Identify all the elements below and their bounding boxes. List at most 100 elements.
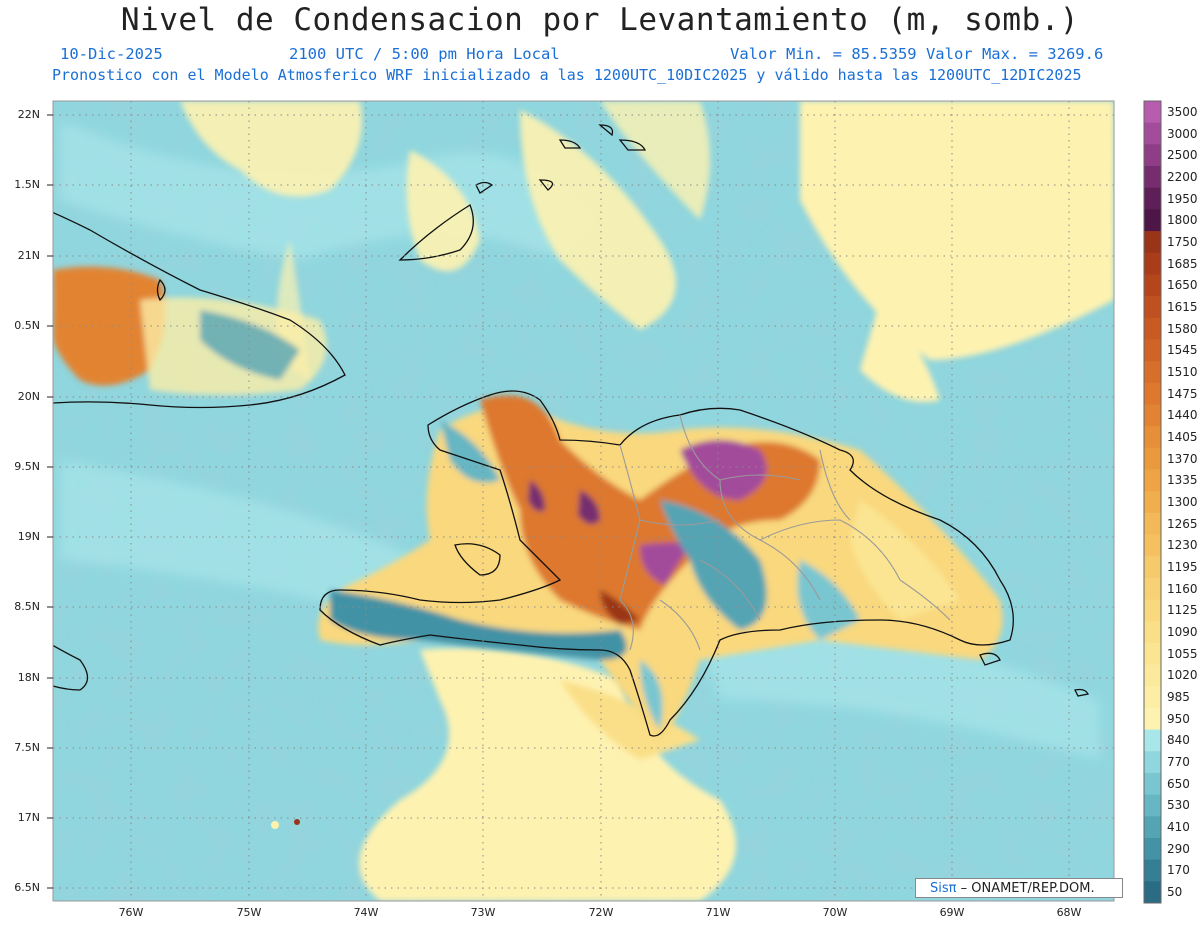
colorbar-label: 1370 bbox=[1167, 451, 1198, 466]
colorbar-swatch bbox=[1144, 751, 1161, 774]
colorbar-swatch bbox=[1144, 686, 1161, 709]
colorbar-label: 410 bbox=[1167, 820, 1190, 835]
colorbar-swatch bbox=[1144, 101, 1161, 124]
colorbar-swatch bbox=[1144, 664, 1161, 687]
colorbar-label: 1335 bbox=[1167, 473, 1198, 488]
colorbar-swatch bbox=[1144, 447, 1161, 470]
colorbar-label: 3500 bbox=[1167, 104, 1198, 119]
colorbar-label: 1475 bbox=[1167, 386, 1198, 401]
lat-label: 17N bbox=[17, 811, 40, 824]
lat-label: 9.5N bbox=[14, 460, 40, 473]
lat-label: 21N bbox=[17, 249, 40, 262]
graticule bbox=[53, 101, 1114, 901]
colorbar-label: 1580 bbox=[1167, 321, 1198, 336]
lon-label: 75W bbox=[236, 906, 262, 919]
colorbar-swatch bbox=[1144, 382, 1161, 405]
colorbar-label: 950 bbox=[1167, 711, 1190, 726]
colorbar-swatch bbox=[1144, 339, 1161, 362]
colorbar-swatch bbox=[1144, 209, 1161, 232]
colorbar-label: 1160 bbox=[1167, 581, 1198, 596]
colorbar-label: 3000 bbox=[1167, 126, 1198, 141]
colorbar-swatch bbox=[1144, 166, 1161, 189]
colorbar-swatch bbox=[1144, 187, 1161, 210]
colorbar-swatch bbox=[1144, 231, 1161, 254]
colorbar-swatch bbox=[1144, 144, 1161, 167]
colorbar-swatch bbox=[1144, 816, 1161, 839]
colorbar-label: 770 bbox=[1167, 755, 1190, 770]
axis-ticks bbox=[47, 114, 53, 889]
lat-label: 1.5N bbox=[14, 178, 40, 191]
colorbar-label: 1440 bbox=[1167, 408, 1198, 423]
lon-label: 74W bbox=[353, 906, 379, 919]
lon-label: 73W bbox=[470, 906, 496, 919]
colorbar-label: 1405 bbox=[1167, 429, 1198, 444]
province-borders bbox=[619, 414, 951, 651]
lat-label: 0.5N bbox=[14, 319, 40, 332]
colorbar-label: 1685 bbox=[1167, 256, 1198, 271]
hispaniola-coast bbox=[319, 390, 1014, 737]
colorbar-label: 1650 bbox=[1167, 278, 1198, 293]
lat-label: 8.5N bbox=[14, 600, 40, 613]
coastlines bbox=[53, 124, 1089, 737]
lat-label: 22N bbox=[17, 108, 40, 121]
colorbar-frame bbox=[1143, 100, 1162, 904]
colorbar-label: 530 bbox=[1167, 798, 1190, 813]
colorbar-swatch bbox=[1144, 404, 1161, 427]
colorbar-label: 1510 bbox=[1167, 364, 1198, 379]
lon-label: 70W bbox=[822, 906, 848, 919]
cuba-coast bbox=[53, 211, 346, 409]
colorbar-label: 1230 bbox=[1167, 538, 1198, 553]
colorbar-label: 290 bbox=[1167, 841, 1190, 856]
colorbar-label: 985 bbox=[1167, 690, 1190, 705]
colorbar-swatch bbox=[1144, 621, 1161, 644]
map-field bbox=[53, 101, 1114, 901]
colorbar-label: 1055 bbox=[1167, 646, 1198, 661]
colorbar-swatch bbox=[1144, 491, 1161, 514]
colorbar-swatch bbox=[1144, 881, 1161, 904]
cuba-key bbox=[156, 278, 166, 302]
colorbar-swatch bbox=[1144, 577, 1161, 601]
colorbar-label: 50 bbox=[1167, 885, 1183, 900]
lat-label: 20N bbox=[17, 390, 40, 403]
colorbar-label: 2500 bbox=[1167, 148, 1198, 163]
lat-label: 7.5N bbox=[14, 741, 40, 754]
colorbar-swatch bbox=[1144, 642, 1161, 666]
colorbar-swatch bbox=[1144, 512, 1161, 536]
colorbar-swatch bbox=[1144, 794, 1161, 817]
colorbar-swatch bbox=[1144, 317, 1161, 340]
lon-label: 71W bbox=[705, 906, 731, 919]
colorbar-label: 1950 bbox=[1167, 191, 1198, 206]
colorbar-label: 1300 bbox=[1167, 495, 1198, 509]
colorbar-label: 1615 bbox=[1167, 299, 1198, 314]
credit-text: – ONAMET/REP.DOM. bbox=[960, 881, 1095, 896]
colorbar bbox=[1143, 100, 1162, 904]
colorbar-swatch bbox=[1144, 274, 1161, 297]
island-patch bbox=[271, 821, 279, 829]
colorbar-label: 1800 bbox=[1167, 213, 1198, 228]
colorbar-swatch bbox=[1144, 599, 1161, 622]
colorbar-swatch bbox=[1144, 772, 1161, 796]
gonave-island bbox=[454, 543, 501, 576]
colorbar-label: 1195 bbox=[1167, 560, 1198, 575]
jamaica-coast bbox=[53, 644, 89, 691]
colorbar-label: 1750 bbox=[1167, 234, 1198, 249]
forecast-date: 10-Dic-2025 bbox=[60, 45, 163, 63]
colorbar-swatch bbox=[1144, 729, 1161, 752]
colorbar-label: 2200 bbox=[1167, 169, 1198, 184]
lon-label: 72W bbox=[588, 906, 614, 919]
model-description: Pronostico con el Modelo Atmosferico WRF… bbox=[52, 66, 1082, 84]
bahamas-island bbox=[398, 204, 474, 261]
island-patch bbox=[294, 819, 300, 825]
colorbar-swatch bbox=[1144, 361, 1161, 384]
colorbar-swatch bbox=[1144, 534, 1161, 557]
lat-label: 6.5N bbox=[14, 881, 40, 894]
colorbar-label: 170 bbox=[1167, 863, 1190, 878]
colorbar-label: 1545 bbox=[1167, 343, 1198, 358]
cuba-patch bbox=[53, 266, 327, 395]
min-max-values: Valor Min. = 85.5359 Valor Max. = 3269.6 bbox=[730, 45, 1104, 63]
credit-logo: Sisπ bbox=[930, 881, 957, 896]
colorbar-label: 1265 bbox=[1167, 516, 1198, 531]
colorbar-swatch bbox=[1144, 252, 1161, 275]
credit-box: Sisπ – ONAMET/REP.DOM. bbox=[915, 878, 1123, 898]
